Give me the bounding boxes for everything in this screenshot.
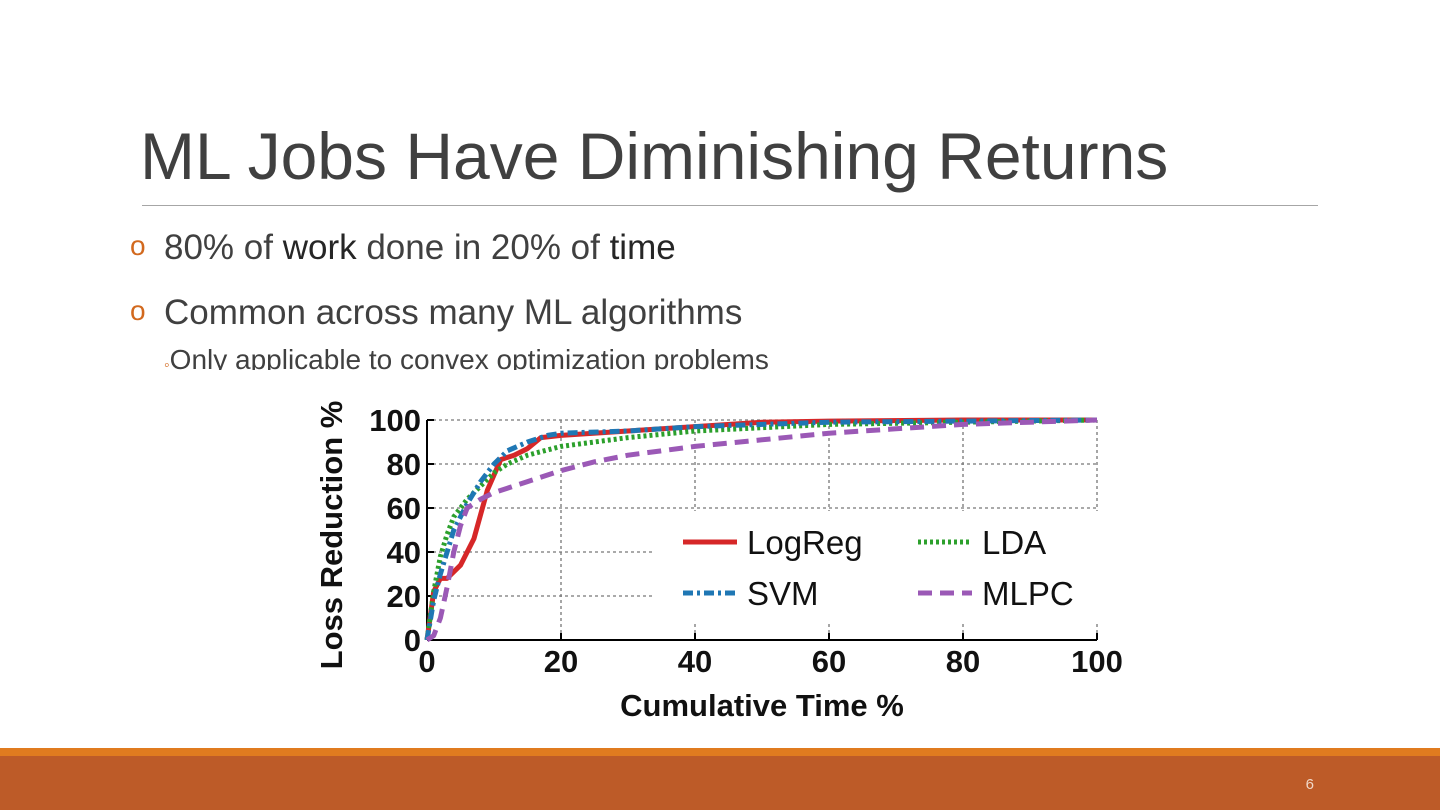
legend-label-logreg: LogReg bbox=[747, 524, 863, 561]
footer-accent-line bbox=[0, 748, 1440, 756]
sub-bullet-convex: ◦Only applicable to convex optimization … bbox=[164, 344, 769, 370]
y-tick-label-0: 0 bbox=[404, 623, 421, 658]
y-axis-label: Loss Reduction % bbox=[314, 401, 349, 670]
y-tick-label-80: 80 bbox=[387, 447, 421, 482]
x-tick-label-20: 20 bbox=[544, 644, 578, 679]
y-tick-label-100: 100 bbox=[369, 403, 421, 438]
footer-bar: 6 bbox=[0, 756, 1440, 810]
bullet-common-algorithms: o Common across many ML algorithms bbox=[130, 293, 742, 333]
y-tick-label-60: 60 bbox=[387, 491, 421, 526]
bullet-text: Common across many ML algorithms bbox=[164, 293, 743, 332]
series-line-mlpc bbox=[425, 417, 1098, 643]
bullet-work-time: o 80% of work done in 20% of time bbox=[130, 228, 676, 268]
series-line-svm bbox=[424, 417, 1098, 641]
sub-bullet-marker: ◦ bbox=[164, 357, 170, 370]
legend-label-mlpc: MLPC bbox=[982, 575, 1074, 612]
legend-box bbox=[655, 511, 1100, 623]
loss-reduction-chart: 0 20 40 60 80 100 0 20 40 60 80 100 Cumulative Time … bbox=[314, 401, 1123, 723]
slide-title: ML Jobs Have Diminishing Returns bbox=[140, 119, 1169, 193]
bullet-emphasis-work: work bbox=[282, 228, 357, 267]
bullet-emphasis-time: time bbox=[609, 228, 676, 267]
bullet-marker: o bbox=[130, 230, 146, 261]
legend-label-lda: LDA bbox=[982, 524, 1046, 561]
y-tick-label-20: 20 bbox=[387, 579, 421, 614]
bullet-text-mid: done in 20% of bbox=[356, 228, 610, 267]
x-tick-label-80: 80 bbox=[946, 644, 980, 679]
legend-label-svm: SVM bbox=[747, 575, 819, 612]
bullet-marker: o bbox=[130, 295, 146, 326]
page-number: 6 bbox=[1305, 776, 1314, 793]
y-tick-label-40: 40 bbox=[387, 535, 421, 570]
bullet-text-pre: 80% of bbox=[164, 228, 283, 267]
series-line-lda bbox=[424, 417, 1098, 641]
title-divider bbox=[142, 205, 1318, 206]
x-tick-label-60: 60 bbox=[812, 644, 846, 679]
x-tick-label-0: 0 bbox=[418, 644, 435, 679]
x-tick-label-40: 40 bbox=[678, 644, 712, 679]
x-tick-label-100: 100 bbox=[1071, 644, 1123, 679]
sub-bullet-text: Only applicable to convex optimization p… bbox=[169, 344, 769, 370]
x-axis-label: Cumulative Time % bbox=[620, 688, 904, 723]
